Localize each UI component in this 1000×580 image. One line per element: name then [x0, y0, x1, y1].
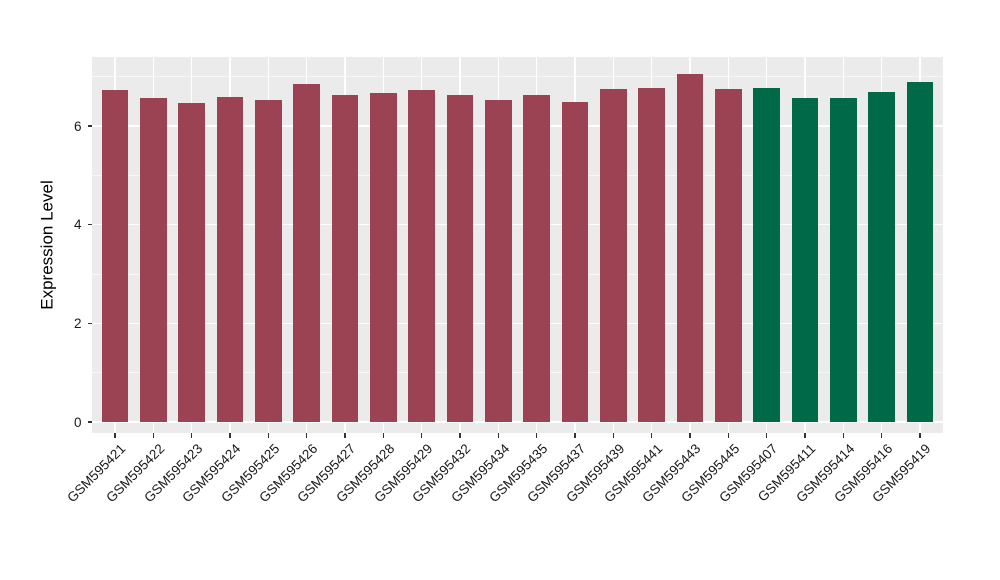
- x-tick-mark-GSM595435: [536, 433, 538, 438]
- x-tick-mark-GSM595429: [421, 433, 423, 438]
- minor-gridline-y3: [92, 273, 943, 275]
- bar-GSM595439: [599, 89, 627, 422]
- y-tick-mark-6: [87, 125, 92, 127]
- x-tick-mark-GSM595425: [267, 433, 269, 438]
- bar-GSM595421: [101, 90, 129, 422]
- minor-gridline-y5: [92, 174, 943, 176]
- bar-GSM595441: [638, 87, 666, 422]
- major-gridline-y2: [92, 322, 943, 325]
- bar-GSM595445: [714, 88, 742, 422]
- bar-GSM595428: [369, 93, 397, 422]
- bar-GSM595416: [868, 92, 896, 422]
- bar-GSM595427: [331, 95, 359, 422]
- bar-GSM595407: [753, 87, 781, 422]
- bar-GSM595435: [523, 95, 551, 422]
- x-tick-mark-GSM595427: [344, 433, 346, 438]
- bar-GSM595419: [906, 81, 934, 422]
- bar-GSM595423: [178, 102, 206, 422]
- y-tick-mark-0: [87, 421, 92, 423]
- y-tick-label-4: 4: [73, 217, 82, 233]
- x-tick-mark-GSM595426: [306, 433, 308, 438]
- y-tick-label-2: 2: [73, 315, 82, 331]
- x-tick-mark-GSM595423: [191, 433, 193, 438]
- bar-GSM595414: [829, 98, 857, 422]
- major-gridline-y6: [92, 125, 943, 127]
- x-tick-mark-GSM595419: [919, 433, 921, 438]
- bar-GSM595411: [791, 98, 819, 422]
- x-tick-mark-GSM595434: [497, 433, 499, 438]
- x-tick-mark-GSM595421: [114, 433, 116, 438]
- x-tick-mark-GSM595416: [881, 433, 883, 438]
- y-tick-label-0: 0: [73, 414, 82, 430]
- bar-GSM595425: [254, 99, 282, 422]
- x-tick-mark-GSM595432: [459, 433, 461, 438]
- y-tick-mark-4: [87, 224, 92, 226]
- y-axis-title-text: Expression Level: [38, 180, 57, 310]
- major-gridline-y0: [92, 421, 943, 423]
- x-tick-mark-GSM595414: [842, 433, 844, 438]
- bar-GSM595443: [676, 74, 704, 422]
- x-tick-mark-GSM595411: [804, 433, 806, 438]
- minor-gridline-y7: [92, 76, 943, 78]
- x-tick-mark-GSM595428: [382, 433, 384, 438]
- x-tick-mark-GSM595443: [689, 433, 691, 438]
- bar-GSM595434: [484, 99, 512, 422]
- bar-GSM595422: [139, 97, 167, 422]
- y-tick-label-6: 6: [73, 118, 82, 134]
- x-tick-mark-GSM595439: [612, 433, 614, 438]
- bar-GSM595429: [408, 89, 436, 422]
- x-tick-mark-GSM595424: [229, 433, 231, 438]
- y-tick-mark-2: [87, 322, 92, 324]
- bar-GSM595437: [561, 101, 589, 422]
- plot-panel: [92, 57, 943, 433]
- major-gridline-y4: [92, 223, 943, 226]
- bar-GSM595432: [446, 94, 474, 422]
- bar-GSM595424: [216, 97, 244, 422]
- x-tick-mark-GSM595407: [766, 433, 768, 438]
- minor-gridline-y1: [92, 372, 943, 374]
- x-tick-mark-GSM595422: [152, 433, 154, 438]
- x-tick-mark-GSM595437: [574, 433, 576, 438]
- bar-GSM595426: [293, 84, 321, 422]
- x-tick-mark-GSM595445: [727, 433, 729, 438]
- x-tick-mark-GSM595441: [651, 433, 653, 438]
